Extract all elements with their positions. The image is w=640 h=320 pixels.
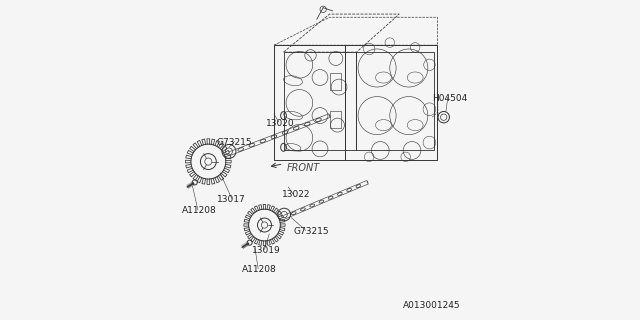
Text: A11208: A11208	[243, 265, 277, 274]
Text: G73215: G73215	[217, 138, 253, 147]
Bar	[330, 111, 340, 128]
Text: H04504: H04504	[433, 94, 468, 103]
Text: 13017: 13017	[217, 195, 246, 204]
Text: A013001245: A013001245	[403, 301, 460, 310]
Bar	[330, 73, 340, 90]
Text: G73215: G73215	[293, 227, 329, 236]
Text: FRONT: FRONT	[287, 163, 320, 173]
Text: A11208: A11208	[182, 206, 217, 215]
Text: 13020: 13020	[266, 119, 294, 128]
Text: 13019: 13019	[252, 246, 280, 255]
Text: 13022: 13022	[282, 190, 310, 199]
